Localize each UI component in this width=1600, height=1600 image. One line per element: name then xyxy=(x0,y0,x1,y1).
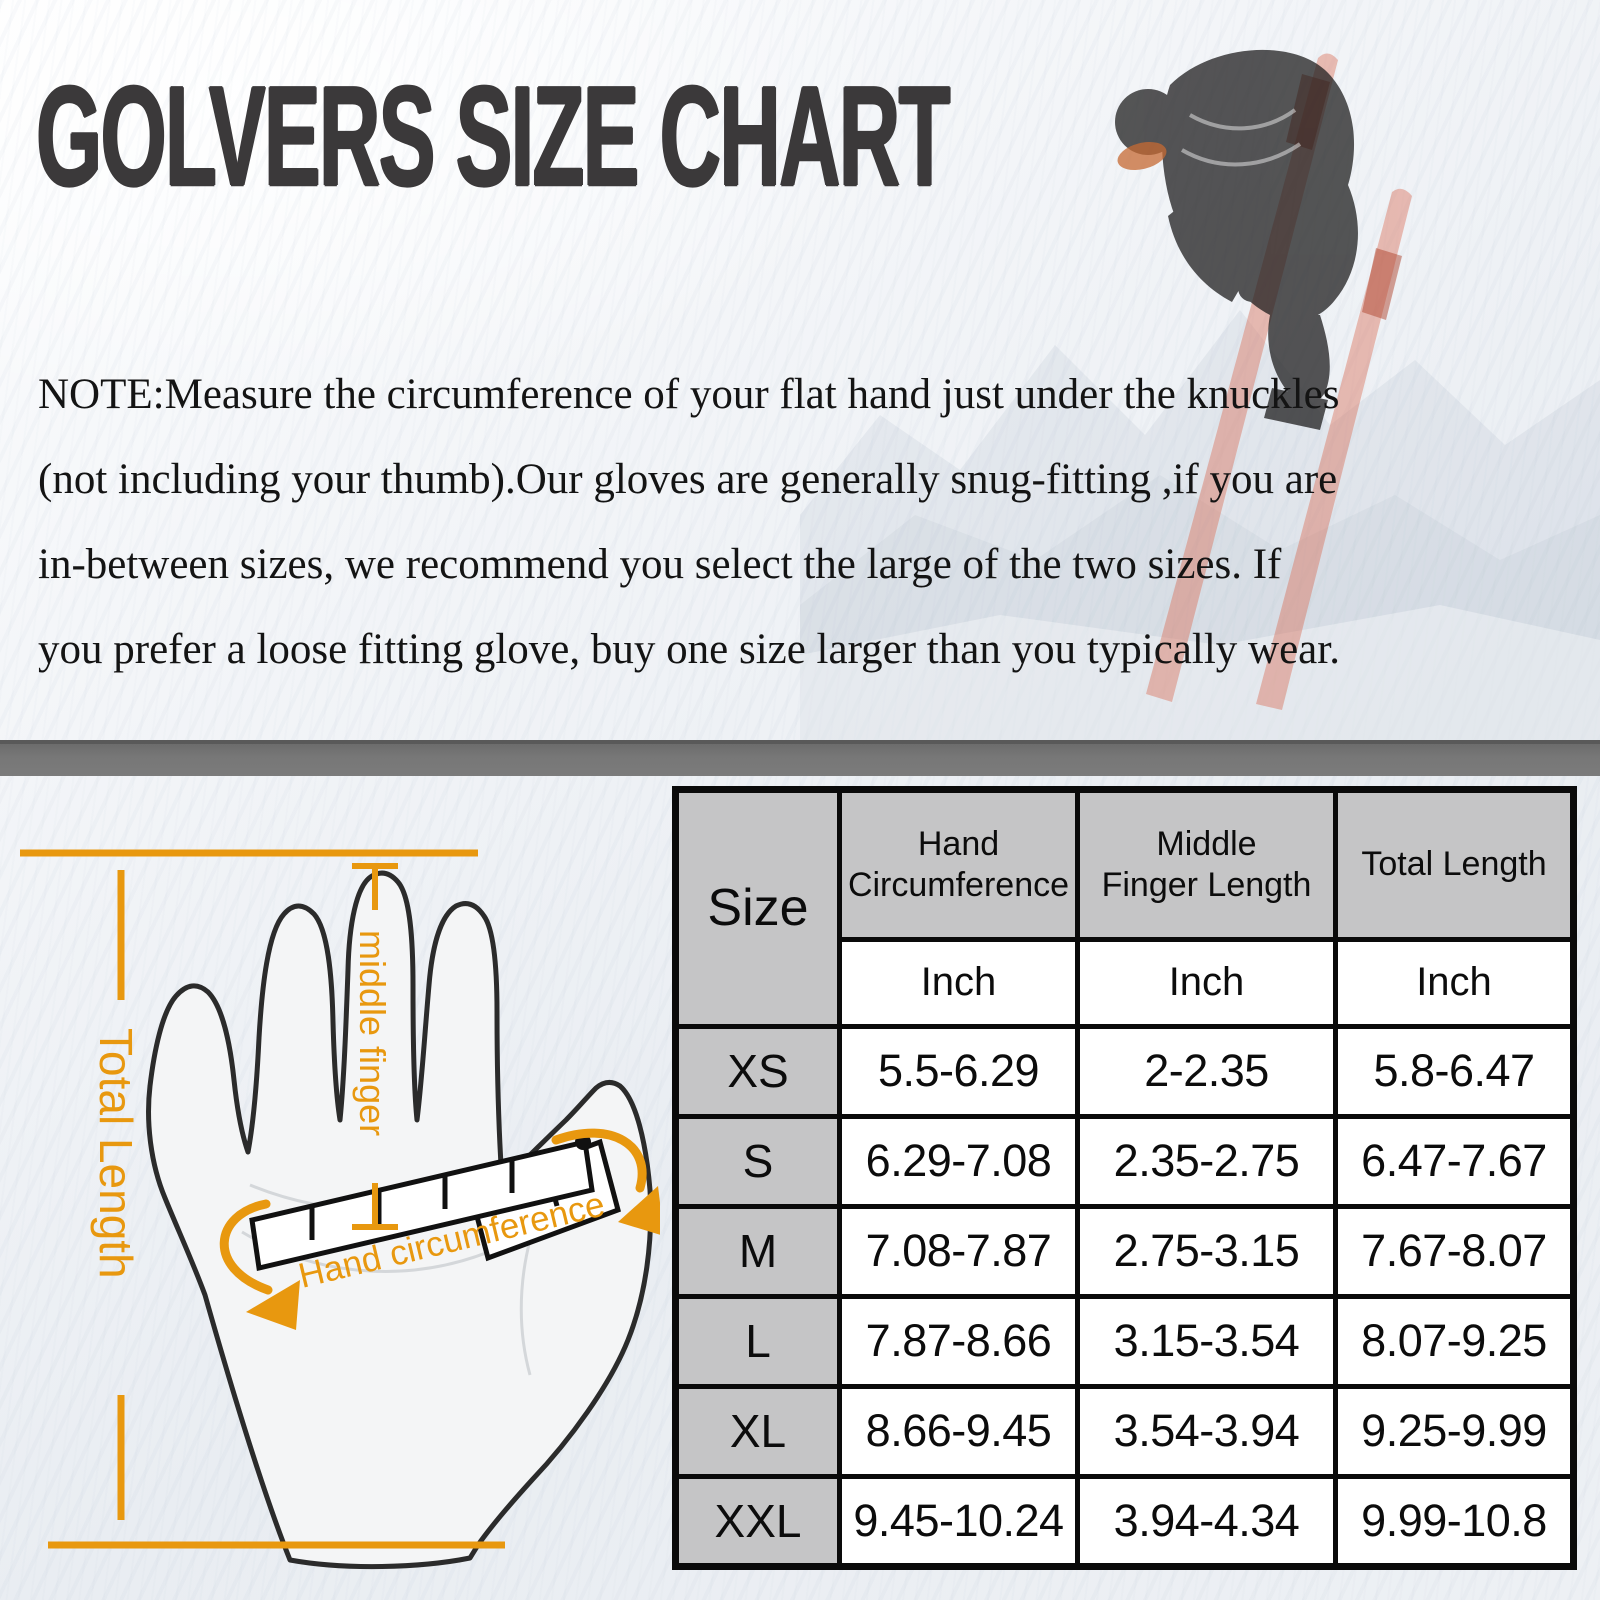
circumference-arrow-right xyxy=(551,1128,647,1193)
size-cell: S xyxy=(673,1113,842,1209)
skier-photo xyxy=(1115,49,1412,710)
note-paragraph: NOTE:Measure the circumference of your f… xyxy=(38,352,1578,692)
page-title: GOLVERS SIZE CHART xyxy=(36,57,951,216)
table-row-xl: XL 8.66-9.45 3.54-3.94 9.25-9.99 xyxy=(673,1383,1576,1479)
tape-ticks xyxy=(309,1159,515,1240)
value-cell: 7.87-8.66 xyxy=(837,1293,1080,1389)
circumference-arrowhead-right xyxy=(618,1186,660,1235)
value-cell: 3.54-3.94 xyxy=(1075,1383,1338,1479)
column-header-total-length: Total Length xyxy=(1333,787,1576,942)
hand-measurement-diagram: Total Length middle finger Hand circumfe… xyxy=(20,849,660,1570)
measuring-tape xyxy=(249,1134,621,1272)
size-cell: L xyxy=(673,1293,842,1389)
jacket-highlights xyxy=(1180,108,1302,167)
unit-cell: Inch xyxy=(1075,936,1338,1029)
total-length-label: Total Length xyxy=(90,1028,142,1279)
column-header-hand-circumference: Hand Circumference xyxy=(837,787,1080,942)
mountain-snowfield xyxy=(800,605,1600,745)
skier-silhouette xyxy=(1115,49,1358,430)
table-row-xxl: XXL 9.45-10.24 3.94-4.34 9.99-10.8 xyxy=(673,1473,1576,1570)
circumference-arrowhead-left xyxy=(246,1280,300,1330)
value-cell: 3.94-4.34 xyxy=(1075,1473,1338,1570)
dimension-lines xyxy=(20,849,505,1549)
table-row-xs: XS 5.5-6.29 2-2.35 5.8-6.47 xyxy=(673,1023,1576,1119)
value-cell: 6.47-7.67 xyxy=(1333,1113,1576,1209)
value-cell: 2.35-2.75 xyxy=(1075,1113,1338,1209)
note-line: NOTE:Measure the circumference of your f… xyxy=(38,371,1340,418)
note-line: (not including your thumb).Our gloves ar… xyxy=(38,456,1338,503)
unit-cell: Inch xyxy=(837,936,1080,1029)
value-cell: 9.45-10.24 xyxy=(837,1473,1080,1570)
value-cell: 7.08-7.87 xyxy=(837,1203,1080,1299)
value-cell: 6.29-7.08 xyxy=(837,1113,1080,1209)
value-cell: 2.75-3.15 xyxy=(1075,1203,1338,1299)
value-cell: 2-2.35 xyxy=(1075,1023,1338,1119)
section-divider xyxy=(0,740,1600,776)
mountain-ridge-far xyxy=(800,310,1600,745)
size-header-cell: Size xyxy=(673,787,842,1029)
size-cell: XXL xyxy=(673,1473,842,1570)
table-row-m: M 7.08-7.87 2.75-3.15 7.67-8.07 xyxy=(673,1203,1576,1299)
unit-cell: Inch xyxy=(1333,936,1576,1029)
column-header-middle-finger-length: Middle Finger Length xyxy=(1075,787,1338,942)
table-row-s: S 6.29-7.08 2.35-2.75 6.47-7.67 xyxy=(673,1113,1576,1209)
mountain-background xyxy=(800,310,1600,745)
value-cell: 5.8-6.47 xyxy=(1333,1023,1576,1119)
size-cell: XL xyxy=(673,1383,842,1479)
mountain-ridge-near xyxy=(800,475,1600,745)
note-line: in-between sizes, we recommend you selec… xyxy=(38,541,1282,588)
circumference-arrow-left xyxy=(219,1199,273,1295)
value-cell: 7.67-8.07 xyxy=(1333,1203,1576,1299)
middle-finger-label: middle finger xyxy=(352,930,393,1136)
size-cell: M xyxy=(673,1203,842,1299)
value-cell: 8.07-9.25 xyxy=(1333,1293,1576,1389)
table-row-l: L 7.87-8.66 3.15-3.54 8.07-9.25 xyxy=(673,1293,1576,1389)
value-cell: 9.99-10.8 xyxy=(1333,1473,1576,1570)
tape-band xyxy=(249,1138,595,1272)
goggles-lens xyxy=(1117,142,1167,170)
value-cell: 3.15-3.54 xyxy=(1075,1293,1338,1389)
size-cell: XS xyxy=(673,1023,842,1119)
value-cell: 5.5-6.29 xyxy=(837,1023,1080,1119)
middle-finger-marks xyxy=(352,863,398,1230)
value-cell: 8.66-9.45 xyxy=(837,1383,1080,1479)
size-table: Size Hand Circumference Middle Finger Le… xyxy=(672,786,1577,1570)
value-cell: 9.25-9.99 xyxy=(1333,1383,1576,1479)
note-line: you prefer a loose fitting glove, buy on… xyxy=(38,626,1340,673)
